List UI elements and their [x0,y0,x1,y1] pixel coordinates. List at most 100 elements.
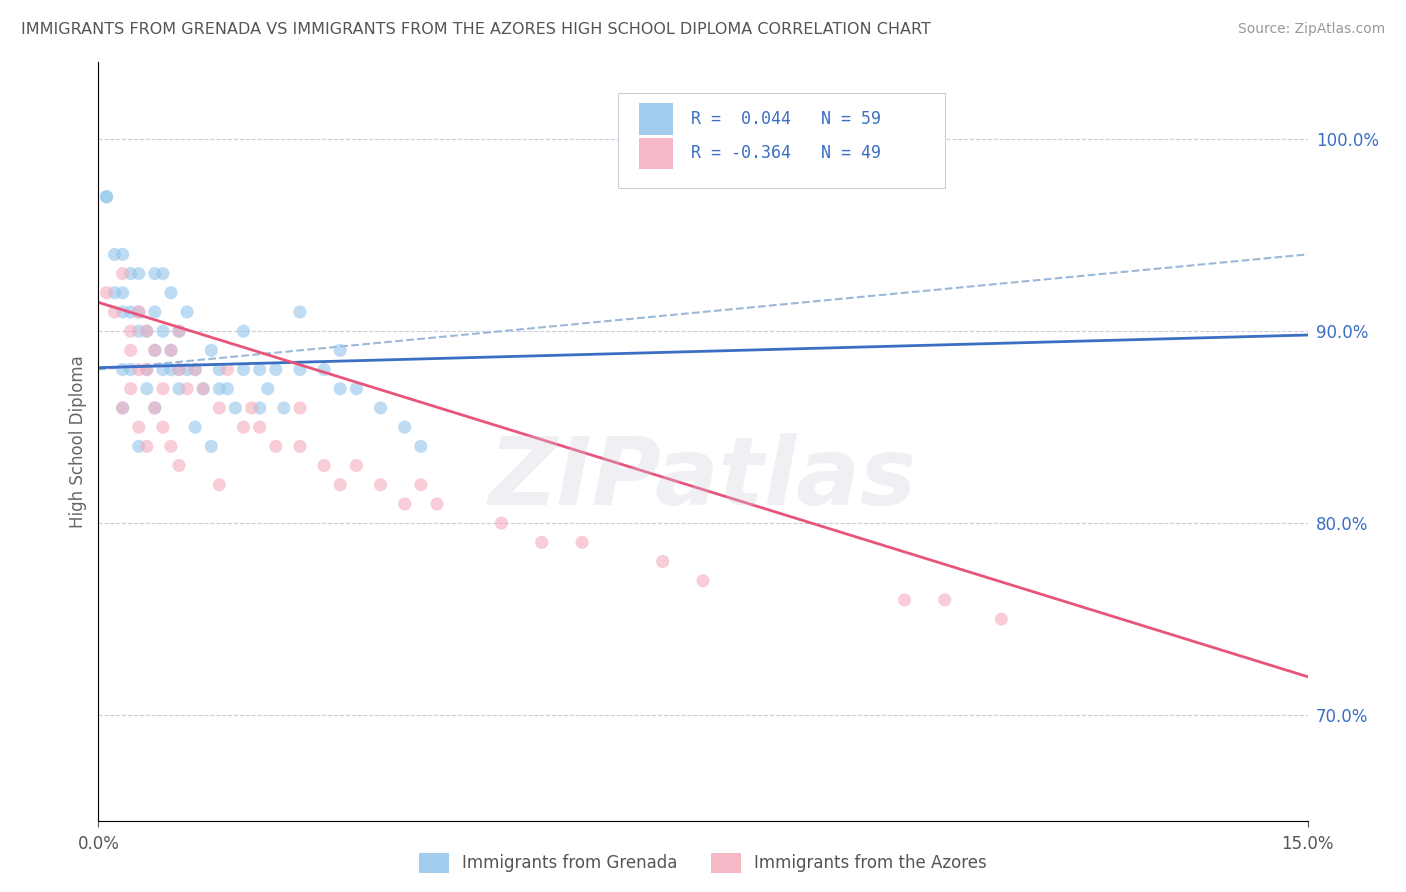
Point [135,324,157,338]
Point [143,305,166,319]
Point [135,324,157,338]
Text: R =  0.044   N = 59: R = 0.044 N = 59 [690,111,882,128]
Point [152,420,174,434]
Point [135,439,157,453]
Point [120,267,142,281]
Point [111,247,134,261]
Point [160,343,183,358]
Point [111,401,134,415]
Point [120,343,142,358]
Point [120,362,142,376]
Point [232,324,254,338]
Point [128,439,150,453]
Point [249,362,271,376]
Point [314,362,336,376]
FancyBboxPatch shape [619,93,945,187]
FancyBboxPatch shape [638,103,673,136]
Point [167,324,190,338]
Point [135,362,157,376]
Point [329,382,352,396]
Text: R = -0.364   N = 49: R = -0.364 N = 49 [690,145,882,162]
Point [128,305,150,319]
Point [249,401,271,415]
Point [288,362,311,376]
Point [571,535,593,549]
Point [232,420,254,434]
Point [128,305,150,319]
Point [167,362,190,376]
Point [184,420,207,434]
Point [344,458,367,473]
Point [651,554,673,568]
Point [288,305,311,319]
Point [990,612,1012,626]
Point [96,285,118,300]
Point [111,401,134,415]
Point [96,190,118,204]
Point [176,362,198,376]
Point [264,439,287,453]
Point [288,439,311,453]
Point [160,343,183,358]
Point [128,267,150,281]
Text: IMMIGRANTS FROM GRENADA VS IMMIGRANTS FROM THE AZORES HIGH SCHOOL DIPLOMA CORREL: IMMIGRANTS FROM GRENADA VS IMMIGRANTS FR… [21,22,931,37]
Point [208,477,231,491]
Point [217,362,239,376]
Point [103,285,125,300]
Point [426,497,449,511]
Point [409,439,432,453]
Legend: Immigrants from Grenada, Immigrants from the Azores: Immigrants from Grenada, Immigrants from… [412,847,994,880]
Point [249,420,271,434]
Point [152,267,174,281]
Point [160,439,183,453]
Point [394,420,416,434]
Point [208,362,231,376]
Point [111,267,134,281]
Point [167,458,190,473]
Point [111,285,134,300]
Point [120,324,142,338]
Point [128,362,150,376]
Point [143,343,166,358]
Point [111,305,134,319]
Point [288,401,311,415]
Point [128,324,150,338]
Point [120,305,142,319]
Point [135,382,157,396]
Point [111,362,134,376]
Point [184,362,207,376]
Point [200,343,222,358]
Point [143,343,166,358]
Point [314,458,336,473]
Point [370,401,392,415]
Point [103,247,125,261]
Point [128,420,150,434]
Point [344,382,367,396]
Text: Source: ZipAtlas.com: Source: ZipAtlas.com [1237,22,1385,37]
Point [152,362,174,376]
Point [217,382,239,396]
Point [264,362,287,376]
Point [184,362,207,376]
Point [167,324,190,338]
Point [167,362,190,376]
Point [120,382,142,396]
Point [273,401,295,415]
Point [232,362,254,376]
Point [143,401,166,415]
Point [409,477,432,491]
Point [200,439,222,453]
Point [152,382,174,396]
Point [208,401,231,415]
Point [240,401,263,415]
Point [491,516,513,530]
Point [152,324,174,338]
Point [193,382,215,396]
Point [167,382,190,396]
Y-axis label: High School Diploma: High School Diploma [69,355,87,528]
Point [208,382,231,396]
Point [103,305,125,319]
Point [160,285,183,300]
Point [135,362,157,376]
FancyBboxPatch shape [638,137,673,169]
